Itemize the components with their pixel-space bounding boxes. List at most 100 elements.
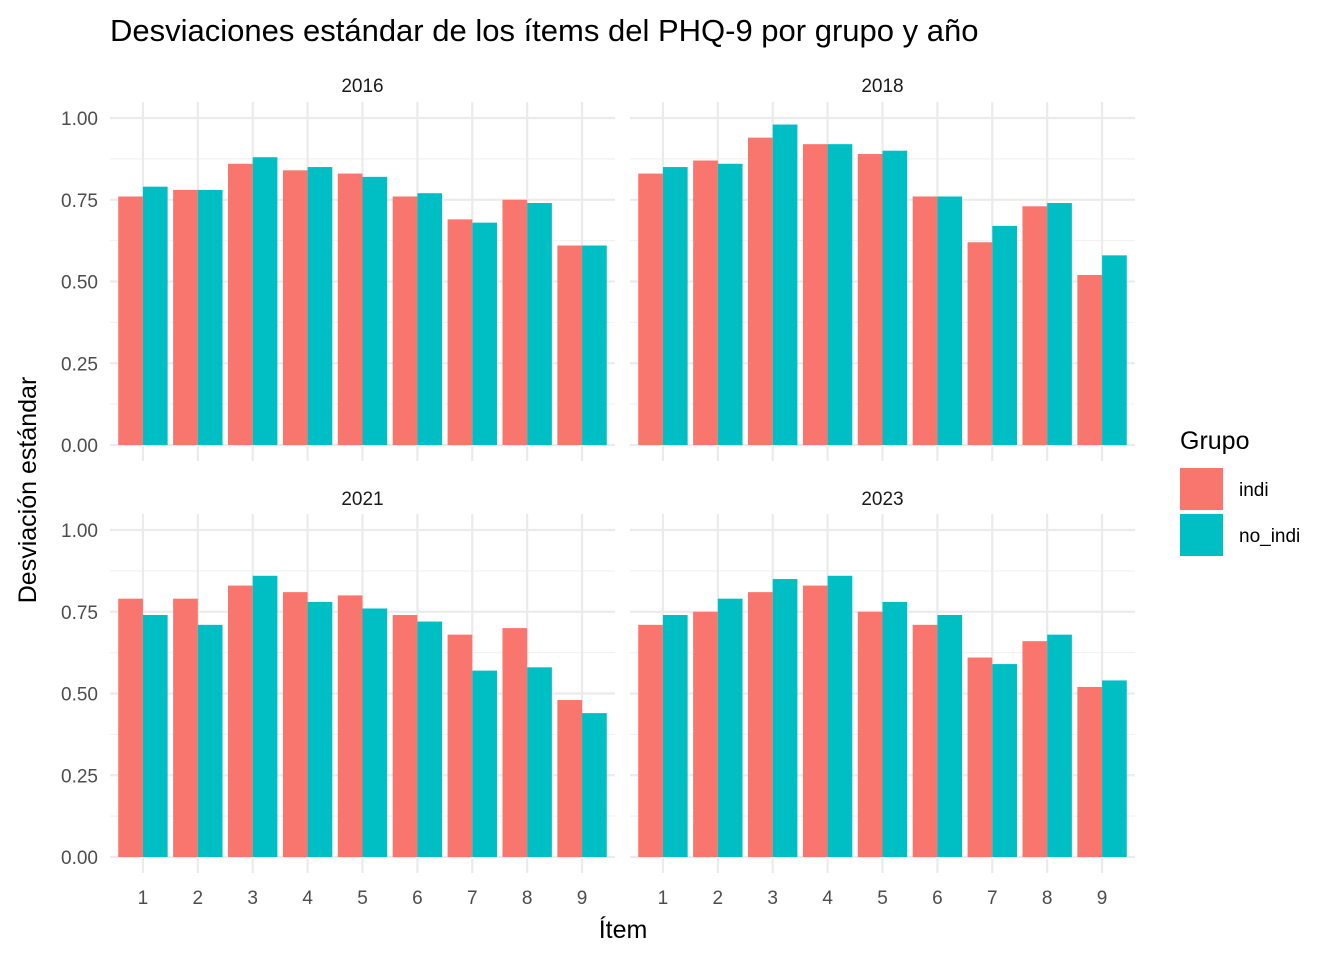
- legend-label-indi: indi: [1239, 480, 1269, 501]
- panel-2023: 2023 1 2 3 4 5 6 7 8 9: [630, 489, 1135, 909]
- y-tick-label: 0.50: [61, 685, 98, 706]
- bar-indi-item-4: [802, 144, 828, 445]
- x-tick-label: 3: [247, 888, 258, 909]
- bar-indi-item-2: [173, 189, 198, 445]
- bar-indi-item-4: [282, 592, 308, 857]
- bar-no_indi-item-4: [307, 601, 333, 857]
- bar-indi-item-8: [502, 628, 528, 857]
- bar-indi-item-3: [748, 592, 773, 857]
- bar-indi-item-1: [118, 598, 143, 857]
- bar-indi-item-6: [912, 196, 938, 445]
- bar-no_indi-item-7: [472, 670, 497, 857]
- x-tick-label: 9: [577, 888, 588, 909]
- bar-no_indi-item-6: [417, 621, 443, 857]
- x-tick-label: 5: [357, 888, 368, 909]
- facet-label: 2018: [861, 76, 903, 97]
- chart-title: Desviaciones estándar de los ítems del P…: [110, 13, 978, 48]
- bar-no_indi-item-2: [717, 163, 743, 445]
- bar-indi-item-2: [693, 160, 718, 445]
- bar-no_indi-item-2: [197, 624, 223, 857]
- x-tick-label: 5: [877, 888, 888, 909]
- bar-indi-item-5: [337, 173, 363, 445]
- bar-no_indi-item-9: [1102, 255, 1127, 445]
- bar-no_indi-item-6: [937, 615, 963, 857]
- x-tick-label: 8: [522, 888, 533, 909]
- bar-indi-item-4: [282, 170, 308, 445]
- panel-2016: 2016 0.00 0.25 0.50 0.75 1.00: [61, 76, 615, 461]
- bar-no_indi-item-9: [1102, 680, 1127, 857]
- legend-key-no_indi: [1180, 514, 1223, 556]
- x-tick-label: 1: [138, 888, 149, 909]
- bar-no_indi-item-2: [197, 189, 223, 445]
- bar-indi-item-3: [748, 137, 773, 445]
- bar-no_indi-item-8: [527, 203, 552, 445]
- y-tick-label: 1.00: [61, 109, 98, 130]
- bar-indi-item-9: [1077, 686, 1103, 857]
- bar-no_indi-item-8: [527, 667, 552, 857]
- facet-panels: 2016 0.00 0.25 0.50 0.75 1.00 2018 2021 0.00 0.25…: [61, 76, 1135, 909]
- bar-no_indi-item-7: [992, 664, 1017, 857]
- x-tick-label: 3: [767, 888, 778, 909]
- bar-indi-item-8: [1022, 206, 1048, 445]
- bar-no_indi-item-3: [772, 579, 798, 857]
- bar-no_indi-item-3: [252, 575, 278, 857]
- bar-indi-item-5: [857, 153, 883, 445]
- x-tick-label: 6: [932, 888, 943, 909]
- x-tick-label: 7: [987, 888, 998, 909]
- bar-no_indi-item-5: [882, 601, 908, 857]
- bar-indi-item-1: [638, 624, 663, 857]
- x-tick-label: 7: [467, 888, 478, 909]
- facet-label: 2023: [861, 489, 903, 510]
- y-tick-label: 0.75: [61, 603, 98, 624]
- bar-indi-item-7: [967, 242, 993, 445]
- panel-2018: 2018: [630, 76, 1135, 461]
- bar-indi-item-9: [1077, 274, 1103, 445]
- bar-indi-item-6: [392, 196, 418, 445]
- bar-no_indi-item-9: [582, 713, 607, 857]
- x-tick-label: 2: [713, 888, 724, 909]
- facet-label: 2021: [341, 489, 383, 510]
- bar-no_indi-item-1: [142, 186, 168, 446]
- bar-no_indi-item-1: [662, 615, 688, 857]
- bar-no_indi-item-6: [937, 196, 963, 445]
- bar-no_indi-item-3: [772, 124, 798, 445]
- x-tick-label: 4: [822, 888, 833, 909]
- bar-indi-item-5: [337, 595, 363, 857]
- bar-no_indi-item-5: [882, 150, 908, 445]
- bar-indi-item-8: [502, 199, 528, 445]
- bar-no_indi-item-4: [307, 167, 333, 446]
- bar-indi-item-1: [118, 196, 143, 445]
- bar-indi-item-8: [1022, 641, 1048, 857]
- bar-indi-item-7: [967, 657, 993, 857]
- legend-title: Grupo: [1180, 427, 1249, 455]
- bar-indi-item-2: [173, 598, 198, 857]
- x-tick-label: 8: [1042, 888, 1053, 909]
- panel-2021: 2021 0.00 0.25 0.50 0.75 1.00 1 2 3 4 5 6 7 8 9: [61, 489, 615, 909]
- bar-no_indi-item-2: [717, 598, 743, 857]
- bar-indi-item-1: [638, 173, 663, 445]
- bar-indi-item-5: [857, 611, 883, 857]
- bar-no_indi-item-8: [1047, 634, 1072, 857]
- y-tick-label: 0.25: [61, 354, 98, 375]
- x-tick-label: 9: [1097, 888, 1108, 909]
- bar-no_indi-item-6: [417, 193, 443, 445]
- bar-no_indi-item-5: [362, 608, 388, 857]
- x-tick-label: 4: [302, 888, 313, 909]
- x-axis-title: Ítem: [599, 915, 648, 944]
- y-axis-title: Desviación estándar: [14, 377, 42, 604]
- y-tick-label: 0.00: [61, 436, 98, 457]
- y-tick-label: 0.00: [61, 848, 98, 869]
- bar-no_indi-item-1: [662, 167, 688, 446]
- y-tick-label: 0.25: [61, 766, 98, 787]
- bar-indi-item-7: [447, 219, 473, 445]
- bar-no_indi-item-5: [362, 176, 388, 446]
- legend-label-no_indi: no_indi: [1239, 526, 1300, 547]
- bar-no_indi-item-7: [472, 222, 497, 445]
- bar-no_indi-item-9: [582, 245, 607, 445]
- y-tick-label: 1.00: [61, 521, 98, 542]
- x-tick-label: 1: [658, 888, 669, 909]
- bar-indi-item-2: [693, 611, 718, 857]
- bar-no_indi-item-7: [992, 225, 1017, 445]
- x-tick-label: 2: [193, 888, 204, 909]
